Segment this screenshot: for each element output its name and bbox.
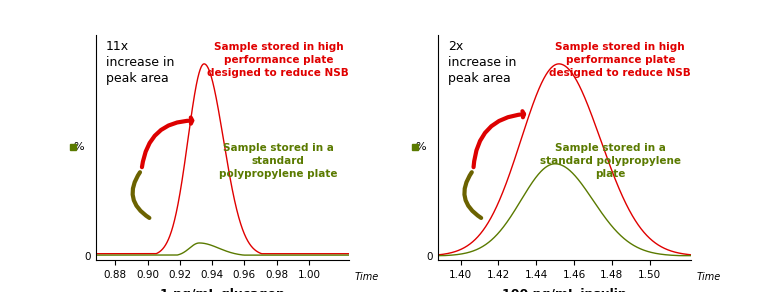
- X-axis label: 1 ng/mL glucagon: 1 ng/mL glucagon: [161, 288, 285, 292]
- Text: Sample stored in a
standard polypropylene
plate: Sample stored in a standard polypropylen…: [540, 143, 680, 179]
- Y-axis label: %: %: [415, 142, 426, 152]
- Text: 2x
increase in
peak area: 2x increase in peak area: [448, 39, 516, 85]
- Text: Sample stored in high
performance plate
designed to reduce NSB: Sample stored in high performance plate …: [549, 42, 691, 78]
- Text: Time: Time: [355, 272, 379, 282]
- Text: Sample stored in a
standard
polypropylene plate: Sample stored in a standard polypropylen…: [219, 143, 338, 179]
- Y-axis label: %: %: [74, 142, 84, 152]
- Text: 11x
increase in
peak area: 11x increase in peak area: [106, 39, 174, 85]
- Text: Time: Time: [697, 272, 721, 282]
- Text: Sample stored in high
performance plate
designed to reduce NSB: Sample stored in high performance plate …: [207, 42, 349, 78]
- X-axis label: 100 ng/mL insulin: 100 ng/mL insulin: [502, 288, 627, 292]
